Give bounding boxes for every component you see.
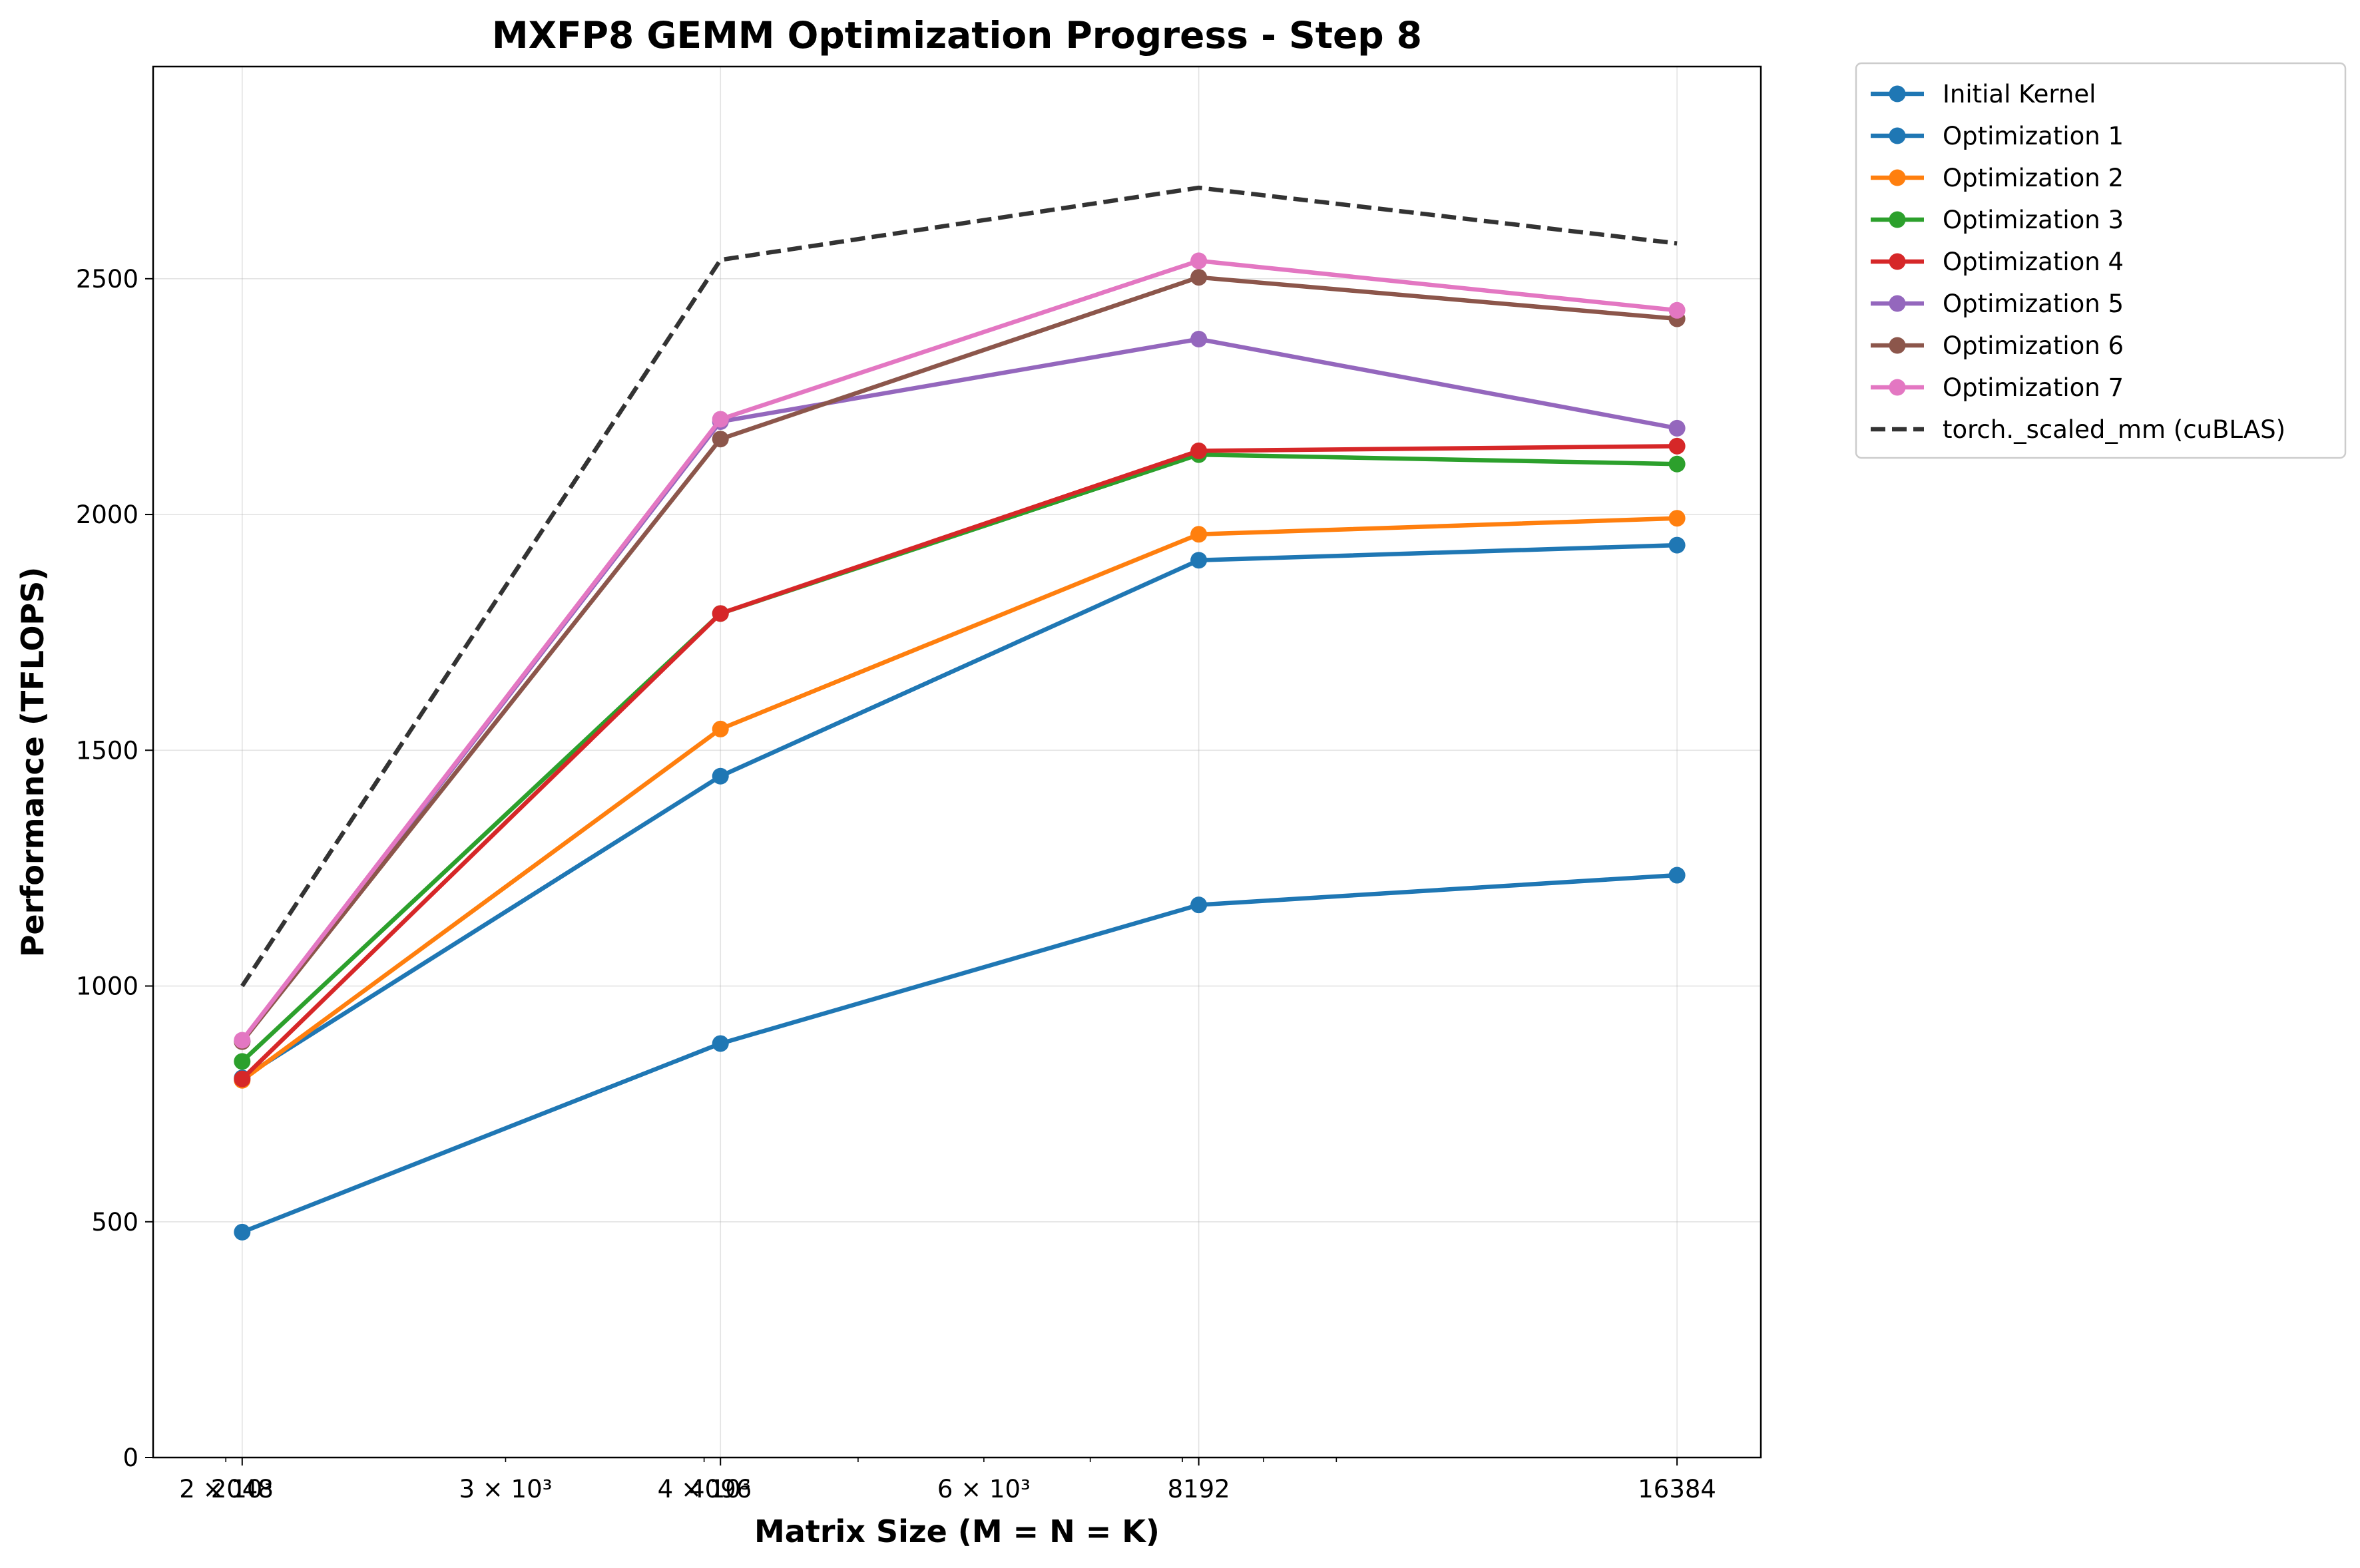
legend-marker bbox=[1889, 85, 1906, 102]
data-point bbox=[1190, 252, 1208, 270]
data-point bbox=[234, 1223, 251, 1241]
data-point bbox=[1668, 301, 1686, 319]
legend-marker bbox=[1889, 127, 1906, 144]
data-point bbox=[1190, 552, 1208, 569]
series-line bbox=[240, 258, 1678, 1042]
x-tick-label: 2048 bbox=[211, 1475, 274, 1503]
data-point bbox=[712, 767, 729, 785]
legend-label: Optimization 6 bbox=[1943, 331, 2124, 360]
data-point bbox=[712, 431, 729, 448]
series-0 bbox=[234, 867, 1686, 1241]
data-point bbox=[712, 720, 729, 737]
data-point bbox=[1668, 419, 1686, 437]
data-point bbox=[1190, 526, 1208, 543]
data-point bbox=[1668, 437, 1686, 455]
data-point bbox=[1668, 510, 1686, 527]
legend-marker bbox=[1889, 253, 1906, 270]
data-point bbox=[1190, 330, 1208, 347]
x-axis-title: Matrix Size (M = N = K) bbox=[754, 1513, 1160, 1549]
legend-marker bbox=[1889, 295, 1906, 312]
series-4 bbox=[234, 437, 1686, 1087]
legend-label: Optimization 3 bbox=[1943, 206, 2124, 234]
legend-marker bbox=[1889, 337, 1906, 354]
legend: Initial Kernel Optimization 1 Optimization… bbox=[1855, 62, 2347, 459]
data-point bbox=[1190, 896, 1208, 914]
y-tick-label: 2000 bbox=[76, 500, 138, 529]
x-tick-label: 16384 bbox=[1638, 1475, 1716, 1503]
legend-marker bbox=[1889, 169, 1906, 186]
legend-label: Optimization 2 bbox=[1943, 164, 2124, 192]
series-7 bbox=[234, 252, 1686, 1049]
x-tick-label: 4096 bbox=[689, 1475, 752, 1503]
legend-label: Optimization 7 bbox=[1943, 373, 2124, 402]
series-line bbox=[240, 444, 1678, 1081]
data-point bbox=[712, 605, 729, 622]
plot-frame bbox=[152, 65, 1762, 1459]
legend-label: torch._scaled_mm (cuBLAS) bbox=[1943, 415, 2285, 444]
data-point bbox=[234, 1053, 251, 1070]
series-6 bbox=[234, 269, 1686, 1050]
plot-series bbox=[234, 185, 1686, 1241]
y-tick-label: 0 bbox=[122, 1444, 138, 1472]
series-line bbox=[241, 873, 1678, 1235]
series-line bbox=[240, 275, 1678, 1044]
legend-marker bbox=[1889, 379, 1906, 396]
series-line bbox=[240, 337, 1678, 1043]
data-point bbox=[234, 1032, 251, 1049]
x-minor-tick-label: 4 × 10³ bbox=[658, 1475, 751, 1503]
series-line bbox=[241, 542, 1678, 1080]
axis-ticks: 0 500 1000 1500 2000 2500 2 × 10³ 3 × 10³ 4 × 10… bbox=[76, 265, 1716, 1503]
data-point bbox=[712, 1035, 729, 1052]
legend-label: Optimization 4 bbox=[1943, 248, 2124, 276]
data-point bbox=[1668, 867, 1686, 884]
series-line bbox=[240, 185, 1678, 988]
data-point bbox=[234, 1070, 251, 1087]
legend-label: Optimization 5 bbox=[1943, 290, 2124, 318]
y-tick-label: 1500 bbox=[76, 736, 138, 765]
y-tick-label: 1000 bbox=[76, 972, 138, 1001]
x-minor-tick-label: 3 × 10³ bbox=[459, 1475, 552, 1503]
chart-title: MXFP8 GEMM Optimization Progress - Step … bbox=[492, 14, 1422, 57]
series-line bbox=[240, 516, 1678, 1082]
series-8 bbox=[240, 185, 1678, 988]
data-point bbox=[1668, 536, 1686, 554]
series-1 bbox=[234, 536, 1686, 1087]
series-5 bbox=[234, 330, 1686, 1050]
data-point bbox=[1190, 269, 1208, 286]
legend-label: Initial Kernel bbox=[1943, 80, 2096, 108]
y-tick-label: 2500 bbox=[76, 265, 138, 294]
legend-frame bbox=[1855, 62, 2347, 459]
x-tick-label: 8192 bbox=[1168, 1475, 1230, 1503]
series-2 bbox=[234, 510, 1686, 1089]
y-axis-title: Performance (TFLOPS) bbox=[15, 567, 51, 958]
grid bbox=[153, 67, 1761, 1458]
x-minor-tick-label: 6 × 10³ bbox=[937, 1475, 1031, 1503]
data-point bbox=[1190, 442, 1208, 459]
y-tick-label: 500 bbox=[91, 1208, 138, 1237]
legend-marker bbox=[1889, 211, 1906, 228]
data-point bbox=[712, 411, 729, 428]
x-minor-tick-label: 2 × 10³ bbox=[179, 1475, 272, 1503]
data-point bbox=[1668, 455, 1686, 473]
legend-label: Optimization 1 bbox=[1943, 122, 2124, 150]
